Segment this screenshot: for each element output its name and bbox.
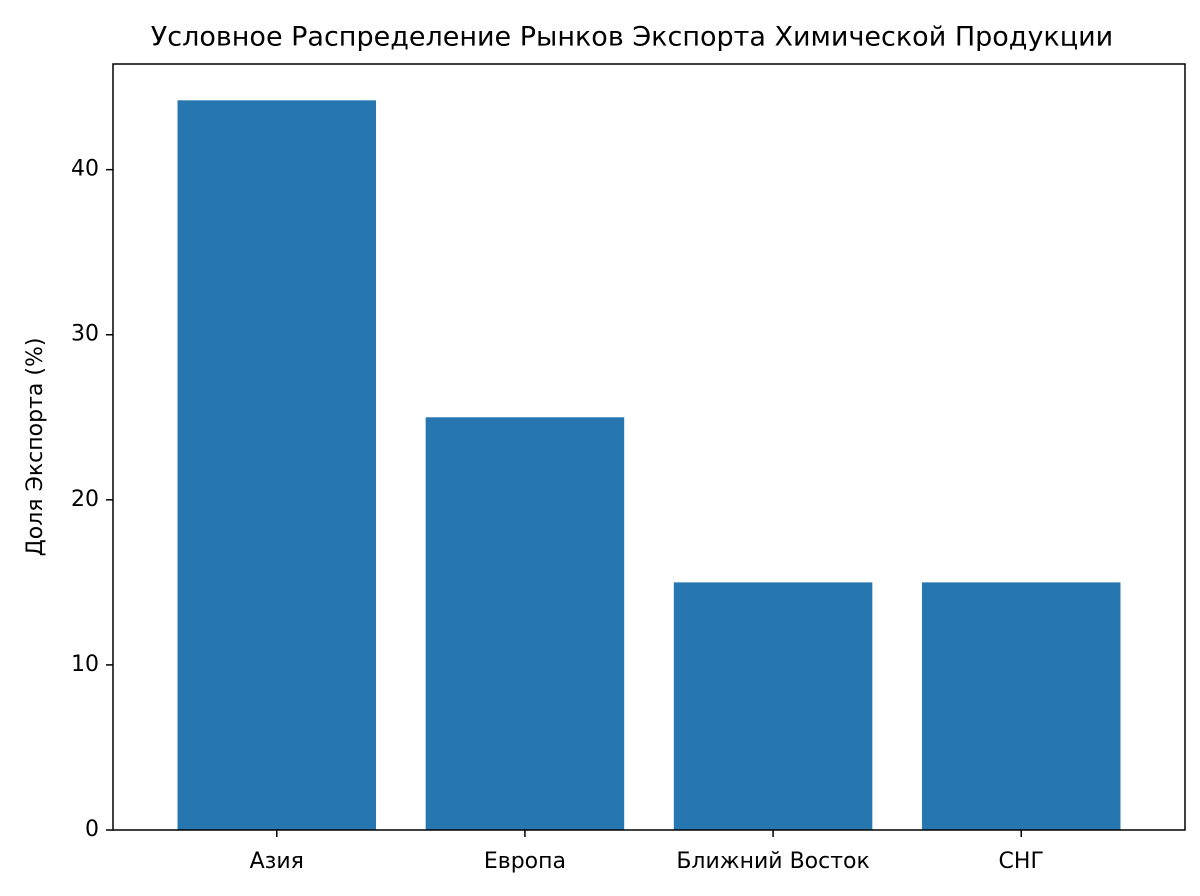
y-tick-label: 30 bbox=[71, 322, 99, 347]
y-axis-label: Доля Экспорта (%) bbox=[23, 338, 48, 557]
y-tick-label: 0 bbox=[85, 817, 99, 842]
bar bbox=[921, 582, 1121, 830]
chart-title: Условное Распределение Рынков Экспорта Х… bbox=[151, 22, 1113, 53]
bar bbox=[177, 100, 377, 830]
plot-frame bbox=[112, 63, 1186, 831]
y-tick-label: 40 bbox=[71, 157, 99, 182]
y-tick-label: 20 bbox=[71, 487, 99, 512]
x-tick-label: Европа bbox=[484, 849, 566, 874]
bar bbox=[425, 417, 625, 830]
x-tick-label: Ближний Восток bbox=[676, 849, 869, 874]
x-tick-label: СНГ bbox=[999, 849, 1044, 874]
y-tick-label: 10 bbox=[71, 652, 99, 677]
bar bbox=[673, 582, 873, 830]
x-tick-label: Азия bbox=[250, 849, 304, 874]
